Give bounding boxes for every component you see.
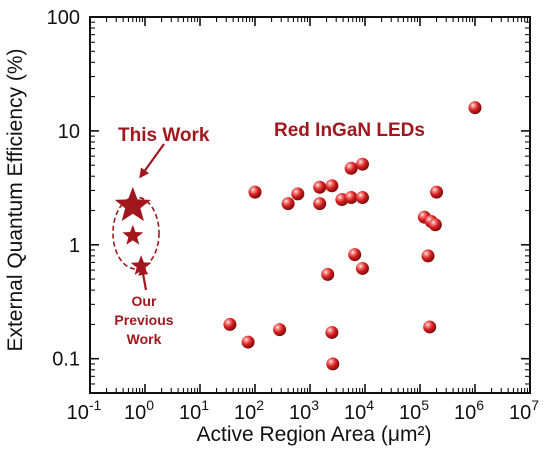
data-point-red-ingan-led <box>281 197 295 211</box>
data-point-previous-work-star <box>122 224 144 245</box>
y-tick-label: 0.1 <box>52 349 80 371</box>
data-point-red-ingan-led <box>321 267 335 281</box>
data-point-red-ingan-led <box>325 179 339 193</box>
data-point-red-ingan-led <box>325 325 339 339</box>
data-point-red-ingan-led <box>291 187 305 201</box>
annotation-red-ingan-leds: Red InGaN LEDs <box>274 120 425 141</box>
data-point-red-ingan-led <box>326 357 340 371</box>
y-tick-label: 10 <box>58 121 80 143</box>
data-point-red-ingan-led <box>223 317 237 331</box>
data-points <box>114 101 482 371</box>
data-point-red-ingan-led <box>273 323 287 337</box>
annotation-previous-line2: Previous <box>114 312 173 328</box>
x-tick-label: 10-1 <box>67 397 102 424</box>
x-tick-label: 104 <box>344 397 374 424</box>
arrow-this-work <box>139 143 165 179</box>
data-point-red-ingan-led <box>355 191 369 205</box>
data-point-red-ingan-led <box>421 249 435 263</box>
annotations: This Work Red InGaN LEDs Our Previous Wo… <box>112 120 425 347</box>
data-point-red-ingan-led <box>344 161 358 175</box>
data-point-red-ingan-led <box>430 185 444 199</box>
x-tick-label: 100 <box>124 397 154 424</box>
x-tick-label: 105 <box>399 397 429 424</box>
data-point-red-ingan-led <box>355 157 369 171</box>
x-tick-label: 106 <box>454 397 484 424</box>
data-point-red-ingan-led <box>313 197 327 211</box>
annotation-this-work: This Work <box>118 125 210 146</box>
data-point-red-ingan-led <box>348 248 362 262</box>
x-tick-label: 103 <box>289 397 319 424</box>
data-point-red-ingan-led <box>313 180 327 194</box>
data-point-red-ingan-led <box>355 261 369 275</box>
data-point-red-ingan-led <box>423 320 437 334</box>
arrow-previous-work <box>138 265 149 291</box>
x-axis-title: Active Region Area (μm²) <box>196 423 431 446</box>
data-point-red-ingan-led <box>344 191 358 205</box>
x-tick-label: 102 <box>234 397 264 424</box>
annotation-previous-line1: Our <box>132 293 157 309</box>
y-tick-label: 1 <box>69 235 80 257</box>
x-tick-label: 107 <box>509 397 539 424</box>
y-axis-title: External Quantum Efficiency (%) <box>4 48 27 351</box>
data-point-red-ingan-led <box>241 335 255 349</box>
data-point-this-work-star <box>114 186 151 222</box>
y-tick-label: 100 <box>47 7 80 29</box>
previous-work-dashed-ellipse <box>112 196 160 270</box>
data-point-red-ingan-led <box>428 218 442 232</box>
data-point-red-ingan-led <box>468 101 482 115</box>
x-tick-label: 101 <box>179 397 209 424</box>
axes: 10-1 100 101 102 103 104 105 106 107 0.1 1 10 100 <box>47 7 540 424</box>
annotation-previous-line3: Work <box>127 331 162 347</box>
data-point-red-ingan-led <box>248 185 262 199</box>
